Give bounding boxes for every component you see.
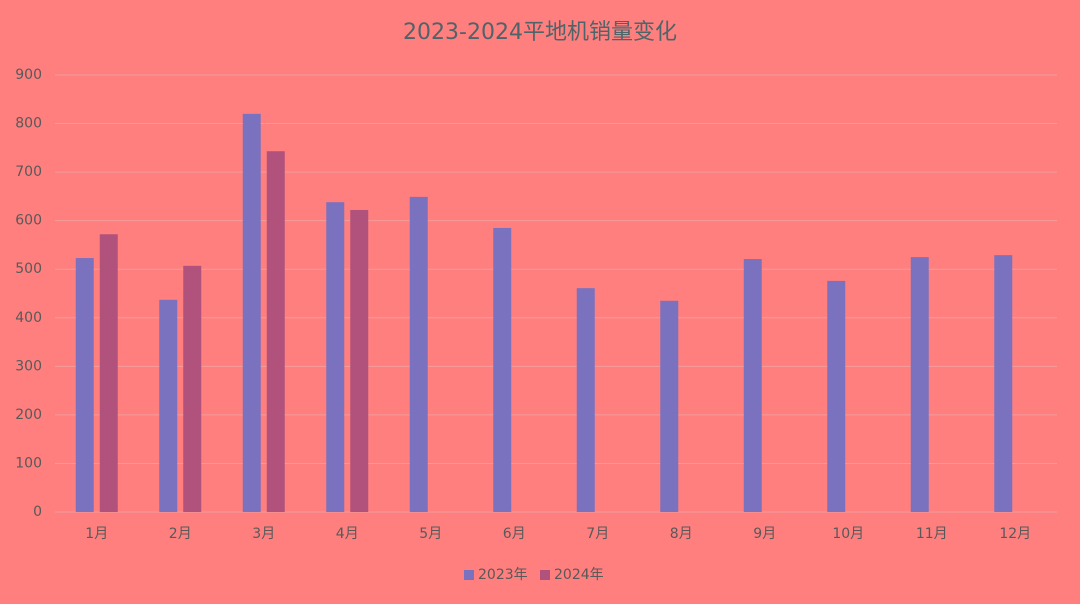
bar — [75, 258, 94, 512]
x-tick-label: 9月 — [753, 526, 776, 542]
y-tick-label: 800 — [15, 116, 42, 132]
y-tick-label: 500 — [15, 261, 42, 277]
bar — [910, 257, 929, 512]
bar — [493, 227, 512, 512]
legend-label: 2023年 — [478, 567, 528, 583]
x-tick-label: 7月 — [586, 526, 609, 542]
legend-swatch — [464, 570, 474, 580]
x-tick-label: 1月 — [85, 526, 108, 542]
y-tick-label: 700 — [15, 164, 42, 180]
x-tick-label: 11月 — [916, 526, 948, 542]
bar — [159, 299, 178, 512]
y-tick-label: 0 — [33, 504, 42, 520]
bar — [743, 259, 762, 512]
bar — [326, 202, 345, 512]
x-tick-label: 2月 — [169, 526, 192, 542]
bar — [576, 288, 595, 512]
legend-label: 2024年 — [554, 567, 604, 583]
x-tick-label: 5月 — [419, 526, 442, 542]
bar — [350, 209, 369, 513]
x-tick-label: 12月 — [999, 526, 1031, 542]
bar — [827, 280, 846, 512]
bar — [994, 255, 1013, 512]
x-tick-label: 10月 — [832, 526, 864, 542]
y-tick-label: 600 — [15, 213, 42, 229]
x-tick-label: 3月 — [252, 526, 275, 542]
bar — [660, 300, 679, 512]
y-tick-label: 400 — [15, 310, 42, 326]
chart-title: 2023-2024平地机销量变化 — [403, 20, 677, 45]
y-tick-label: 200 — [15, 407, 42, 423]
bar — [266, 151, 285, 512]
x-tick-label: 4月 — [336, 526, 359, 542]
x-tick-label: 6月 — [503, 526, 526, 542]
bar — [99, 234, 118, 513]
y-tick-label: 100 — [15, 455, 42, 471]
x-tick-label: 8月 — [670, 526, 693, 542]
bar — [183, 265, 202, 512]
y-tick-label: 900 — [15, 67, 42, 83]
bar — [242, 113, 261, 512]
y-tick-label: 300 — [15, 358, 42, 374]
legend-swatch — [540, 570, 550, 580]
bar — [409, 196, 428, 512]
